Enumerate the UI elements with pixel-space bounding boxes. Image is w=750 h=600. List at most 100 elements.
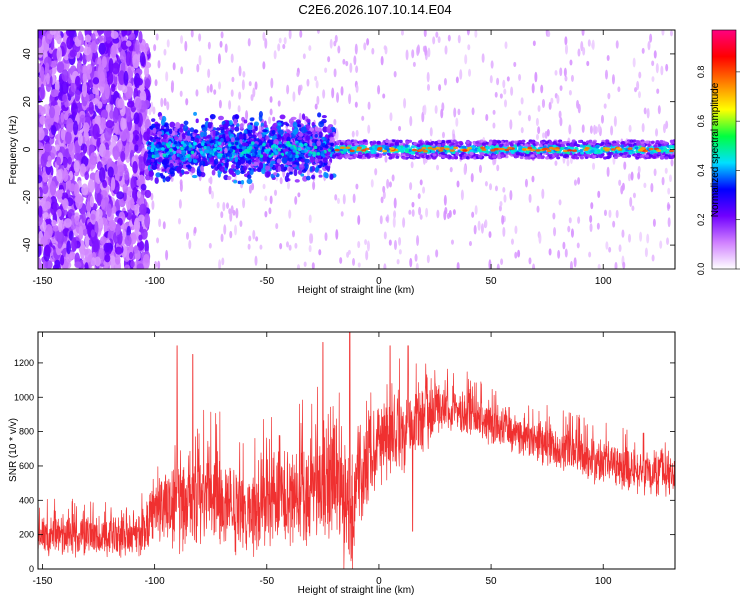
heatmap-cell	[340, 86, 344, 96]
heatmap-cell	[275, 223, 279, 230]
heatmap-cell	[443, 77, 447, 86]
heatmap-cell	[259, 244, 263, 250]
heatmap-cell	[303, 261, 307, 267]
heatmap-cell	[119, 49, 126, 63]
heatmap-cell	[190, 136, 195, 142]
heatmap-cell	[393, 210, 397, 219]
heatmap-cell	[195, 118, 199, 124]
heatmap-cell	[177, 218, 181, 225]
heatmap-cell	[173, 147, 178, 151]
heatmap-cell	[200, 165, 204, 173]
heatmap-cell	[608, 246, 612, 253]
heatmap-cell	[176, 149, 181, 154]
heatmap-cell	[209, 176, 213, 185]
heatmap-cell	[76, 60, 83, 74]
heatmap-cell	[97, 30, 103, 37]
heatmap-cell	[290, 146, 294, 150]
heatmap-cell	[299, 164, 304, 168]
heatmap-cell	[268, 116, 272, 125]
heatmap-cell	[165, 176, 171, 182]
heatmap-cell	[169, 152, 174, 156]
heatmap-cell	[147, 141, 152, 146]
heatmap-cell	[38, 174, 43, 184]
heatmap-cell	[49, 30, 57, 35]
heatmap-cell	[455, 117, 459, 127]
heatmap-cell	[668, 174, 672, 183]
heatmap-cell	[588, 251, 592, 258]
heatmap-cell	[146, 128, 151, 135]
heatmap-cell	[263, 120, 267, 128]
heatmap-cell	[103, 30, 112, 38]
heatmap-cell	[95, 38, 100, 45]
heatmap-cell	[146, 146, 151, 150]
heatmap-cell	[112, 145, 120, 161]
heatmap-cell	[471, 107, 475, 116]
heatmap-cell	[174, 127, 178, 132]
heatmap-cell	[62, 157, 68, 169]
heatmap-cell	[234, 224, 238, 236]
heatmap-cell	[292, 91, 296, 102]
heatmap-cell	[474, 30, 478, 38]
heatmap-cell	[234, 114, 239, 120]
heatmap-cell	[647, 40, 651, 51]
heatmap-cell	[604, 69, 608, 80]
heatmap-cell	[208, 242, 212, 249]
heatmap-cell	[524, 178, 528, 188]
heatmap-cell	[496, 164, 500, 172]
heatmap-cell	[180, 146, 184, 151]
heatmap-cell	[179, 90, 183, 97]
heatmap-cell	[653, 168, 657, 177]
heatmap-cell	[667, 203, 671, 210]
heatmap-cell	[590, 202, 594, 210]
heatmap-cell	[211, 190, 215, 200]
heatmap-cell	[253, 137, 257, 142]
heatmap-cell	[114, 255, 121, 265]
heatmap-cell	[623, 161, 627, 170]
heatmap-cell	[468, 241, 472, 247]
heatmap-cell	[134, 39, 140, 54]
heatmap-cell	[327, 56, 331, 63]
heatmap-cell	[300, 158, 306, 163]
heatmap-cell	[213, 89, 217, 95]
heatmap-cell	[651, 254, 655, 262]
heatmap-cell	[329, 38, 333, 49]
heatmap-cell	[426, 84, 430, 91]
heatmap-cell	[216, 146, 221, 151]
heatmap-cell	[38, 188, 41, 200]
heatmap-cell	[154, 177, 159, 184]
heatmap-cell	[659, 240, 663, 249]
heatmap-cell	[186, 231, 190, 240]
heatmap-cell	[513, 61, 517, 67]
heatmap-cell	[456, 261, 460, 269]
heatmap-cell	[230, 89, 234, 97]
heatmap-cell	[429, 127, 433, 137]
heatmap-cell	[92, 123, 100, 140]
heatmap-cell	[168, 128, 173, 135]
heatmap-cell	[205, 149, 210, 154]
heatmap-cell	[180, 140, 185, 145]
heatmap-cell	[242, 71, 246, 78]
heatmap-cell	[355, 129, 359, 137]
heatmap-cell	[163, 48, 167, 56]
heatmap-cell	[231, 164, 235, 170]
heatmap-cell	[247, 154, 252, 159]
heatmap-cell	[56, 156, 61, 166]
heatmap-cell	[269, 163, 274, 168]
heatmap-cell	[111, 83, 116, 92]
heatmap-cell	[255, 162, 259, 166]
heatmap-cell	[262, 183, 266, 190]
heatmap-cell	[391, 174, 395, 182]
heatmap-cell	[408, 209, 412, 215]
heatmap-cell	[107, 166, 114, 178]
heatmap-cell	[456, 180, 460, 188]
heatmap-cell	[173, 140, 178, 145]
heatmap-cell	[227, 175, 232, 181]
heatmap-cell	[434, 105, 438, 114]
heatmap-cell	[509, 189, 513, 201]
heatmap-cell	[661, 176, 665, 186]
heatmap-cell	[425, 207, 429, 218]
heatmap-cell	[279, 114, 286, 120]
heatmap-cell	[656, 88, 660, 94]
heatmap-cell	[631, 205, 635, 211]
